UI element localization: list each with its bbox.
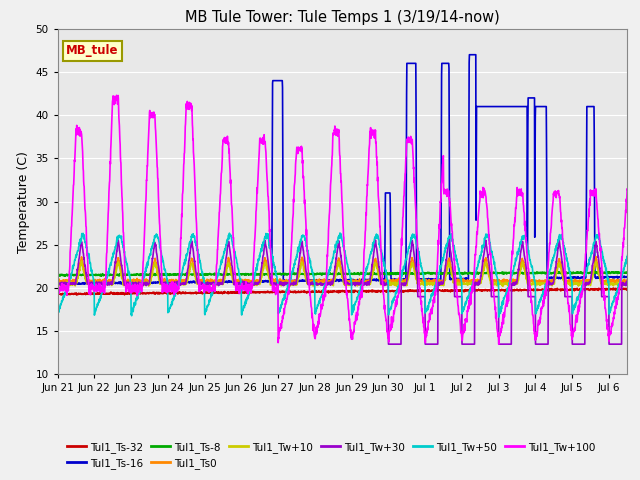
Text: MB_tule: MB_tule [66,44,118,57]
Y-axis label: Temperature (C): Temperature (C) [17,151,30,252]
Title: MB Tule Tower: Tule Temps 1 (3/19/14-now): MB Tule Tower: Tule Temps 1 (3/19/14-now… [185,10,500,25]
Legend: Tul1_Ts-32, Tul1_Ts-16, Tul1_Ts-8, Tul1_Ts0, Tul1_Tw+10, Tul1_Tw+30, Tul1_Tw+50,: Tul1_Ts-32, Tul1_Ts-16, Tul1_Ts-8, Tul1_… [63,437,600,473]
